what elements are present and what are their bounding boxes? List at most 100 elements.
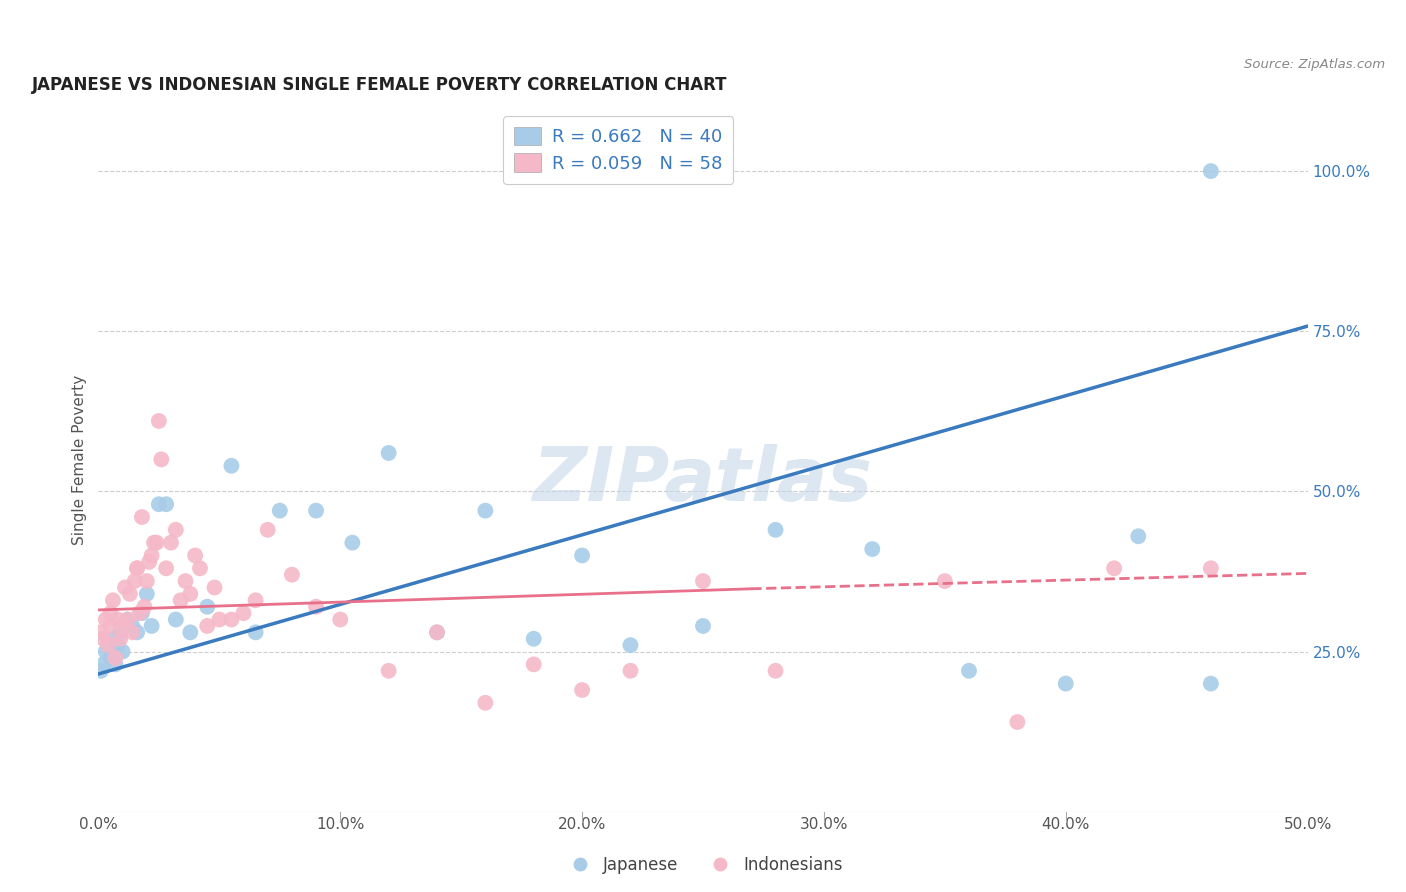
Point [179, 625, 201, 640]
Point [377, 664, 399, 678]
Point [1102, 561, 1125, 575]
Text: ZIPatlas: ZIPatlas [533, 444, 873, 517]
Point [377, 446, 399, 460]
Text: JAPANESE VS INDONESIAN SINGLE FEMALE POVERTY CORRELATION CHART: JAPANESE VS INDONESIAN SINGLE FEMALE POV… [32, 77, 727, 95]
Point [94, 613, 117, 627]
Point [169, 593, 191, 607]
Legend: Japanese, Indonesians: Japanese, Indonesians [557, 849, 849, 881]
Point [141, 549, 163, 563]
Point [127, 625, 149, 640]
Point [269, 503, 291, 517]
Point [101, 593, 124, 607]
Point [160, 535, 183, 549]
Point [1199, 561, 1222, 575]
Point [138, 555, 160, 569]
Point [523, 657, 546, 672]
Point [131, 606, 153, 620]
Point [100, 619, 122, 633]
Point [474, 696, 496, 710]
Point [426, 625, 449, 640]
Point [121, 625, 143, 640]
Point [184, 549, 207, 563]
Point [117, 613, 139, 627]
Point [90, 625, 112, 640]
Point [94, 644, 117, 658]
Point [155, 497, 177, 511]
Point [281, 567, 304, 582]
Point [765, 664, 787, 678]
Point [143, 535, 166, 549]
Point [692, 619, 714, 633]
Point [135, 574, 157, 588]
Point [245, 593, 267, 607]
Point [91, 632, 114, 646]
Point [619, 638, 641, 652]
Point [150, 452, 173, 467]
Point [221, 458, 243, 473]
Point [1199, 676, 1222, 690]
Point [1199, 164, 1222, 178]
Point [474, 503, 496, 517]
Point [305, 503, 328, 517]
Point [571, 549, 593, 563]
Point [195, 599, 218, 614]
Point [860, 542, 883, 557]
Point [107, 638, 129, 652]
Point [97, 638, 120, 652]
Point [1128, 529, 1150, 543]
Point [104, 651, 127, 665]
Point [174, 574, 197, 588]
Point [114, 581, 136, 595]
Y-axis label: Single Female Poverty: Single Female Poverty [72, 375, 87, 544]
Point [692, 574, 714, 588]
Point [179, 587, 201, 601]
Point [107, 613, 129, 627]
Point [131, 510, 153, 524]
Point [571, 683, 593, 698]
Point [148, 497, 170, 511]
Point [188, 561, 211, 575]
Point [204, 581, 226, 595]
Point [342, 535, 364, 549]
Point [135, 587, 157, 601]
Point [124, 574, 146, 588]
Point [100, 651, 122, 665]
Point [523, 632, 546, 646]
Point [121, 619, 143, 633]
Point [957, 664, 980, 678]
Point [117, 613, 139, 627]
Point [245, 625, 267, 640]
Point [100, 606, 122, 620]
Point [232, 606, 254, 620]
Point [141, 619, 163, 633]
Point [426, 625, 449, 640]
Point [108, 632, 131, 646]
Point [934, 574, 956, 588]
Point [155, 561, 177, 575]
Point [111, 644, 134, 658]
Point [765, 523, 787, 537]
Point [104, 657, 127, 672]
Point [256, 523, 278, 537]
Point [97, 638, 120, 652]
Point [208, 613, 231, 627]
Point [128, 606, 150, 620]
Point [165, 523, 187, 537]
Point [305, 599, 328, 614]
Point [1007, 714, 1029, 729]
Point [1054, 676, 1077, 690]
Point [165, 613, 187, 627]
Point [127, 561, 149, 575]
Point [195, 619, 218, 633]
Text: Source: ZipAtlas.com: Source: ZipAtlas.com [1244, 58, 1385, 71]
Point [221, 613, 243, 627]
Point [101, 632, 124, 646]
Point [90, 664, 112, 678]
Point [145, 535, 167, 549]
Point [91, 657, 114, 672]
Point [111, 619, 134, 633]
Point [127, 561, 149, 575]
Point [134, 599, 156, 614]
Point [108, 625, 131, 640]
Point [118, 587, 141, 601]
